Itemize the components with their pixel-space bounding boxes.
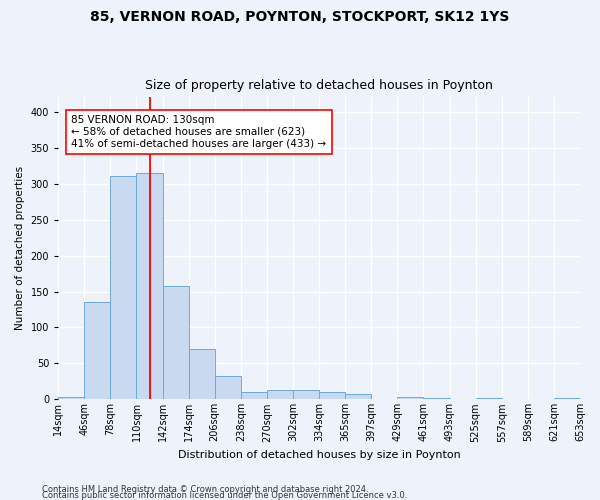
Bar <box>241 392 267 400</box>
Bar <box>163 286 188 400</box>
Bar <box>136 173 163 400</box>
Bar <box>424 398 449 400</box>
Bar <box>397 396 424 400</box>
Bar <box>476 398 502 400</box>
Y-axis label: Number of detached properties: Number of detached properties <box>15 166 25 330</box>
Title: Size of property relative to detached houses in Poynton: Size of property relative to detached ho… <box>145 79 493 92</box>
Bar <box>554 398 580 400</box>
Bar <box>110 176 136 400</box>
Bar <box>188 349 215 400</box>
Text: 85 VERNON ROAD: 130sqm
← 58% of detached houses are smaller (623)
41% of semi-de: 85 VERNON ROAD: 130sqm ← 58% of detached… <box>71 116 326 148</box>
Bar <box>345 394 371 400</box>
Bar <box>84 302 110 400</box>
Bar <box>267 390 293 400</box>
Bar <box>215 376 241 400</box>
Bar <box>319 392 345 400</box>
Bar <box>293 390 319 400</box>
X-axis label: Distribution of detached houses by size in Poynton: Distribution of detached houses by size … <box>178 450 460 460</box>
Text: Contains HM Land Registry data © Crown copyright and database right 2024.: Contains HM Land Registry data © Crown c… <box>42 484 368 494</box>
Text: Contains public sector information licensed under the Open Government Licence v3: Contains public sector information licen… <box>42 490 407 500</box>
Text: 85, VERNON ROAD, POYNTON, STOCKPORT, SK12 1YS: 85, VERNON ROAD, POYNTON, STOCKPORT, SK1… <box>91 10 509 24</box>
Bar <box>58 396 84 400</box>
